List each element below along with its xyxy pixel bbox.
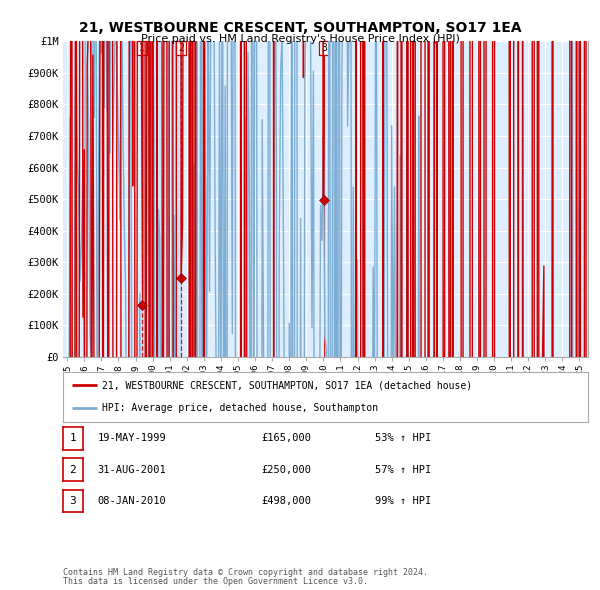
Text: 19-MAY-1999: 19-MAY-1999: [98, 434, 167, 443]
Text: Price paid vs. HM Land Registry's House Price Index (HPI): Price paid vs. HM Land Registry's House …: [140, 34, 460, 44]
Text: 1: 1: [139, 43, 145, 53]
Text: £498,000: £498,000: [261, 496, 311, 506]
Text: 21, WESTBOURNE CRESCENT, SOUTHAMPTON, SO17 1EA: 21, WESTBOURNE CRESCENT, SOUTHAMPTON, SO…: [79, 21, 521, 35]
Text: 57% ↑ HPI: 57% ↑ HPI: [375, 465, 431, 474]
Text: £165,000: £165,000: [261, 434, 311, 443]
Text: 2: 2: [178, 43, 184, 53]
Text: This data is licensed under the Open Government Licence v3.0.: This data is licensed under the Open Gov…: [63, 578, 368, 586]
Bar: [142, 41, 181, 357]
Text: 53% ↑ HPI: 53% ↑ HPI: [375, 434, 431, 443]
Text: £250,000: £250,000: [261, 465, 311, 474]
Text: Contains HM Land Registry data © Crown copyright and database right 2024.: Contains HM Land Registry data © Crown c…: [63, 568, 428, 577]
Text: 1: 1: [70, 434, 76, 443]
Text: 99% ↑ HPI: 99% ↑ HPI: [375, 496, 431, 506]
Text: HPI: Average price, detached house, Southampton: HPI: Average price, detached house, Sout…: [103, 404, 379, 414]
Text: 08-JAN-2010: 08-JAN-2010: [98, 496, 167, 506]
Text: 3: 3: [70, 496, 76, 506]
Text: 21, WESTBOURNE CRESCENT, SOUTHAMPTON, SO17 1EA (detached house): 21, WESTBOURNE CRESCENT, SOUTHAMPTON, SO…: [103, 380, 473, 390]
Text: 2: 2: [70, 465, 76, 474]
Text: 3: 3: [321, 43, 327, 53]
Text: 31-AUG-2001: 31-AUG-2001: [98, 465, 167, 474]
